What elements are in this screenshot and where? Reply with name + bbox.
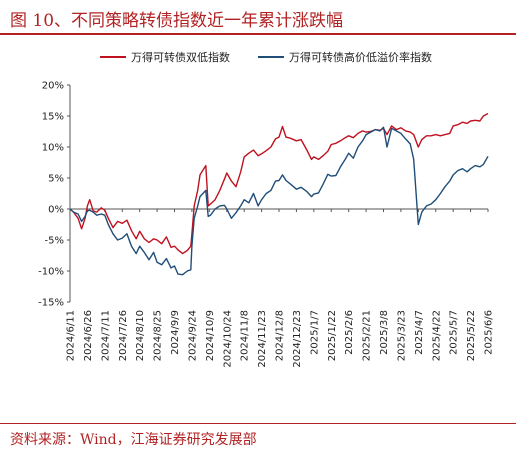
y-tick-label: 0% [48,205,64,216]
y-tick-label: 15% [42,112,64,123]
x-tick-label: 2025/3/23 [396,310,407,361]
x-tick-label: 2024/9/24 [187,310,198,361]
chart-title: 图 10、不同策略转债指数近一年累计涨跌幅 [10,11,344,31]
x-tick-label: 2025/6/6 [484,310,495,355]
x-tick-label: 2024/11/23 [257,310,268,368]
x-tick-label: 2024/6/11 [66,310,77,361]
series-line-1 [69,112,489,255]
x-tick-label: 2025/4/22 [431,310,442,361]
source-divider [0,423,516,424]
x-tick-label: 2024/7/11 [100,310,111,361]
x-tick-label: 2024/8/25 [153,310,164,361]
x-tick-label: 2024/7/26 [118,310,129,361]
series-line-2 [69,126,489,276]
title-divider [0,33,516,35]
x-axis: 2024/6/11 2024/6/26 2024/7/11 2024/7/26 2024… [66,208,495,368]
x-tick-label: 2025/4/7 [414,310,425,355]
x-tick-label: 2024/6/26 [83,310,94,361]
x-tick-label: 2025/1/22 [327,310,338,361]
y-tick-label: -5% [45,236,64,247]
y-tick-label: 5% [48,174,64,185]
x-tick-label: 2024/11/8 [240,310,251,361]
y-axis: -15% -10% -5% 0% 5% 10% 15% 20% [38,81,71,309]
x-tick-label: 2024/12/23 [292,310,303,368]
x-tick-label: 2025/2/6 [344,310,355,355]
source-note: 资料来源：Wind，江海证券研究发展部 [10,432,257,448]
y-tick-label: 20% [42,81,64,92]
x-tick-label: 2025/5/7 [449,310,460,355]
x-tick-label: 2025/2/21 [362,310,373,361]
x-tick-label: 2024/10/24 [222,310,233,368]
legend-label-2: 万得可转债高价低溢价率指数 [289,50,432,64]
x-tick-label: 2025/5/22 [466,310,477,361]
line-chart: 万得可转债双低指数 万得可转债高价低溢价率指数 -15% -10% -5% 0% 5% 10… [38,50,495,368]
x-tick-label: 2025/1/7 [309,310,320,355]
x-tick-label: 2024/9/9 [170,310,181,355]
plot-area [69,112,489,276]
legend: 万得可转债双低指数 万得可转债高价低溢价率指数 [100,50,432,64]
legend-label-1: 万得可转债双低指数 [131,50,230,64]
x-tick-label: 2024/10/9 [205,310,216,361]
y-tick-label: 10% [42,143,64,154]
x-tick-label: 2024/8/10 [135,310,146,361]
y-tick-label: -15% [38,298,64,309]
x-tick-label: 2025/3/8 [379,310,390,355]
y-tick-label: -10% [38,267,64,278]
x-tick-label: 2024/12/8 [275,310,286,361]
